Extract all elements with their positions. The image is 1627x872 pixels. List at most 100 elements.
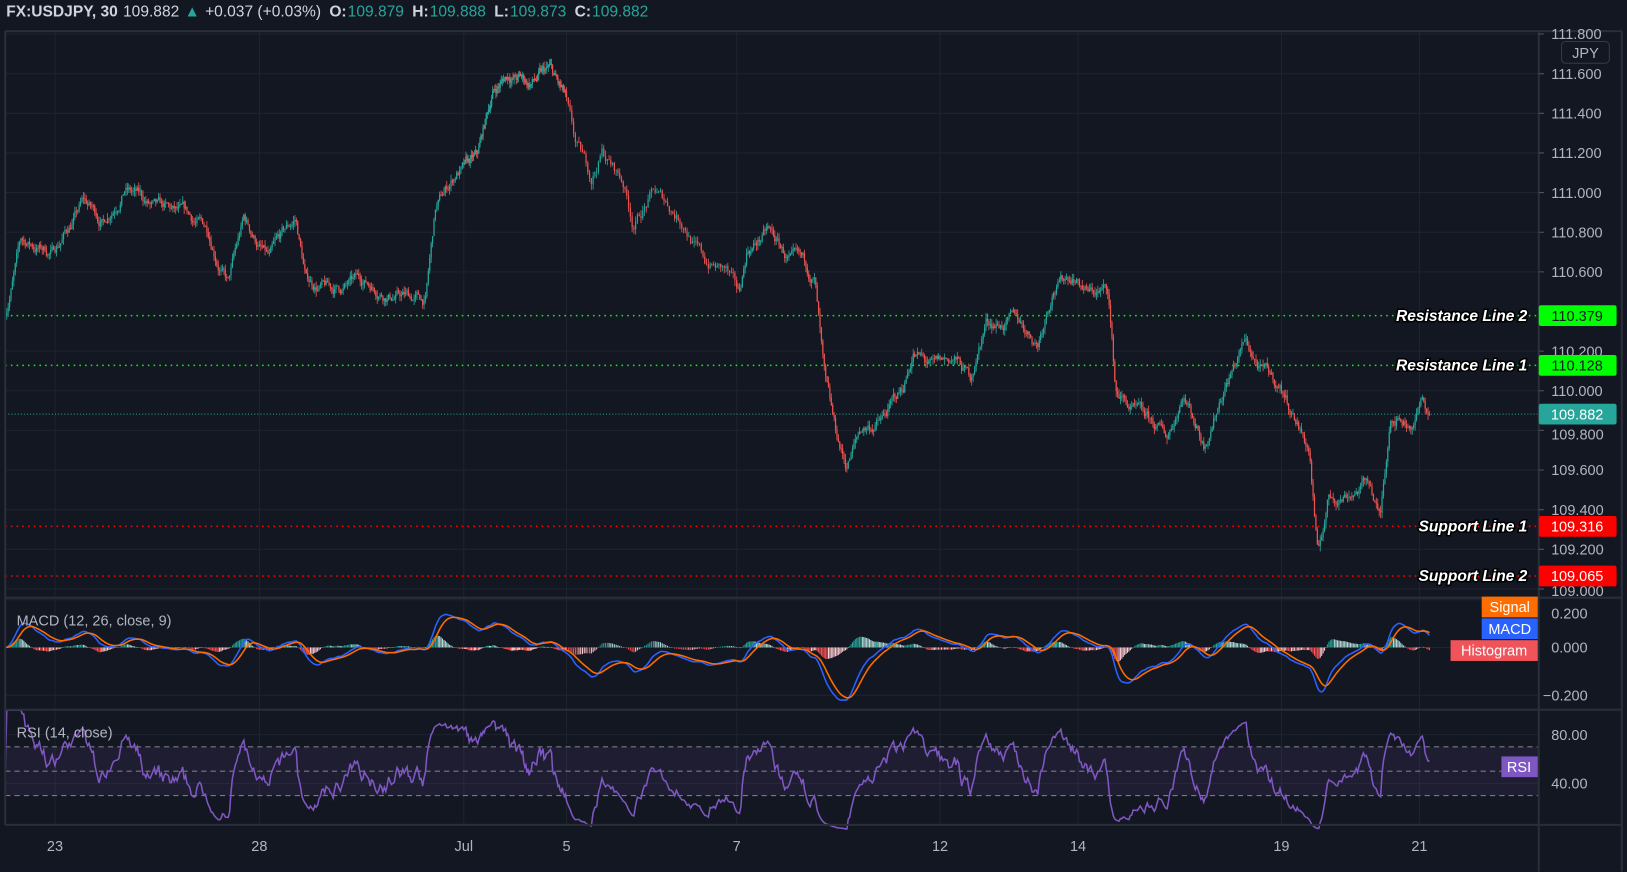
candle: [111, 211, 113, 224]
candle-body: [58, 245, 60, 248]
candle-body: [885, 413, 888, 417]
candle: [533, 73, 536, 83]
candle-body: [564, 91, 567, 93]
histogram-bar: [924, 647, 926, 649]
candle: [1017, 309, 1019, 325]
candle: [640, 210, 642, 224]
histogram-bar: [104, 647, 106, 652]
candle: [162, 199, 164, 212]
candle-body: [1220, 401, 1222, 403]
candle: [1346, 493, 1349, 503]
candle-body: [426, 282, 428, 297]
candle: [1428, 410, 1431, 416]
candle: [1064, 275, 1066, 285]
candle-body: [1289, 409, 1291, 415]
candle-body: [603, 148, 605, 156]
candle: [911, 356, 913, 374]
candle: [1413, 422, 1415, 431]
histogram-bar: [244, 639, 246, 648]
histogram-bar: [574, 647, 576, 655]
macd-pane[interactable]: [4, 613, 1431, 701]
candle: [1385, 459, 1387, 478]
histogram-bar: [755, 642, 757, 648]
candle-body: [395, 294, 397, 300]
macd-legend-label: MACD: [1488, 622, 1531, 638]
candle: [23, 235, 25, 246]
candle: [1364, 477, 1366, 485]
candle-body: [534, 79, 537, 81]
candle: [638, 212, 640, 217]
candle: [535, 75, 538, 83]
histogram-bar: [324, 646, 326, 648]
candle: [478, 143, 480, 155]
candle: [556, 74, 558, 81]
candle-body: [1139, 402, 1141, 404]
candle: [1418, 401, 1421, 414]
candle-body: [823, 353, 825, 367]
candle-body: [1102, 284, 1105, 288]
candle-body: [576, 141, 578, 143]
histogram-bar: [788, 647, 790, 652]
rsi-scale[interactable]: 80.00 40.00: [1551, 728, 1587, 793]
time-scale[interactable]: 23 28 Jul 5 7 12 14 19 21: [47, 839, 1428, 855]
symbol-title[interactable]: FX:USDJPY, 30: [6, 3, 118, 21]
histogram-bar: [207, 647, 209, 650]
histogram-bar: [557, 647, 559, 650]
histogram-bar: [204, 647, 206, 649]
candle-body: [1272, 372, 1274, 380]
candle-body: [48, 253, 50, 255]
histogram-bar: [267, 647, 269, 650]
histogram-bar: [206, 647, 208, 649]
histogram-bar: [1129, 647, 1131, 651]
candle: [1262, 359, 1264, 372]
candle: [728, 270, 731, 277]
histogram-bar: [226, 647, 228, 650]
histogram-bar: [319, 647, 321, 650]
histogram-bar: [497, 647, 499, 648]
candle-body: [410, 296, 412, 301]
candle-body: [890, 400, 892, 405]
candle: [1019, 316, 1022, 324]
candle: [532, 78, 534, 83]
histogram-bar: [830, 647, 832, 659]
candle-body: [98, 220, 100, 227]
candle-body: [1055, 287, 1058, 294]
rsi-pane[interactable]: [4, 709, 1539, 830]
candle: [1087, 285, 1089, 293]
candle: [1225, 378, 1227, 392]
candle-body: [324, 280, 326, 285]
macd-scale[interactable]: 0.200 0.000 −0.200: [1543, 606, 1588, 704]
candle-body: [1227, 382, 1229, 385]
histogram-bar: [1311, 647, 1313, 652]
histogram-bar: [1119, 647, 1121, 661]
candle: [820, 326, 823, 345]
price-scale[interactable]: 111.800111.600111.400111.200111.000110.8…: [1538, 27, 1604, 600]
rsi-tick: 80.00: [1551, 728, 1587, 744]
macd-title[interactable]: MACD (12, 26, close, 9): [17, 614, 172, 630]
candle: [747, 246, 749, 256]
candle: [353, 272, 356, 280]
histogram-bar: [1423, 646, 1425, 648]
histogram-bar: [902, 645, 904, 648]
candle: [177, 201, 180, 213]
histogram-bar: [1217, 642, 1219, 648]
candle-body: [1293, 413, 1295, 420]
histogram-bar: [139, 647, 141, 648]
candle: [939, 354, 941, 361]
histogram-bar: [466, 647, 468, 650]
histogram-bar: [931, 647, 933, 651]
candle: [597, 160, 600, 175]
histogram-bar: [1416, 647, 1418, 650]
candle-body: [292, 221, 295, 225]
candle: [627, 190, 630, 212]
candle: [473, 150, 476, 157]
candle-body: [54, 249, 56, 253]
currency-badge[interactable]: JPY: [1561, 40, 1610, 64]
candle: [416, 289, 418, 301]
rsi-title[interactable]: RSI (14, close): [17, 726, 113, 742]
candle: [440, 190, 442, 197]
candle-body: [458, 170, 461, 176]
histogram-bar: [1058, 642, 1060, 648]
histogram-bar: [844, 647, 846, 651]
